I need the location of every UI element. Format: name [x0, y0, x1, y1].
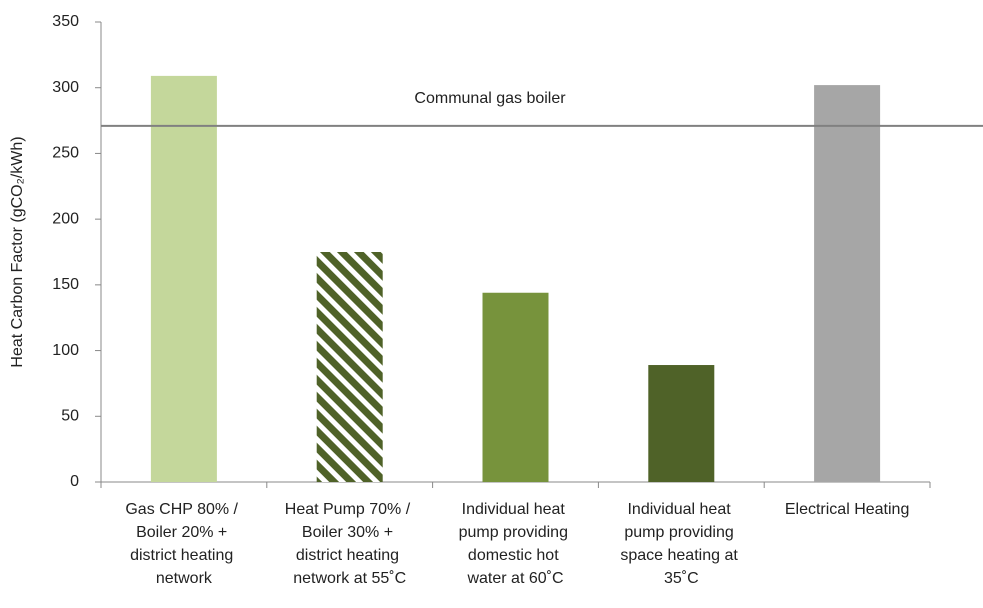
bar — [814, 85, 881, 482]
y-tick-label: 0 — [70, 473, 79, 490]
x-tick-label: Electrical Heating — [785, 501, 910, 518]
y-tick-label: 250 — [52, 145, 79, 162]
bar — [648, 365, 715, 482]
y-tick-label: 100 — [52, 342, 79, 359]
reference-line-label: Communal gas boiler — [414, 90, 566, 107]
y-axis-label: Heat Carbon Factor (gCO₂/kWh) — [9, 136, 26, 367]
bar — [316, 252, 383, 482]
x-tick-label: Individual heat pump providing space hea… — [620, 501, 742, 587]
x-tick-label: Heat Pump 70% / Boiler 30% + district he… — [285, 501, 415, 587]
y-tick-label: 50 — [61, 408, 79, 425]
x-tick-label: Gas CHP 80% / Boiler 20% + district heat… — [125, 501, 242, 587]
y-tick-label: 350 — [52, 13, 79, 30]
y-tick-label: 150 — [52, 276, 79, 293]
x-tick-label: Individual heat pump providing domestic … — [459, 501, 573, 587]
bar — [150, 75, 217, 482]
bar — [482, 292, 549, 482]
y-tick-label: 200 — [52, 210, 79, 227]
y-tick-label: 300 — [52, 79, 79, 96]
